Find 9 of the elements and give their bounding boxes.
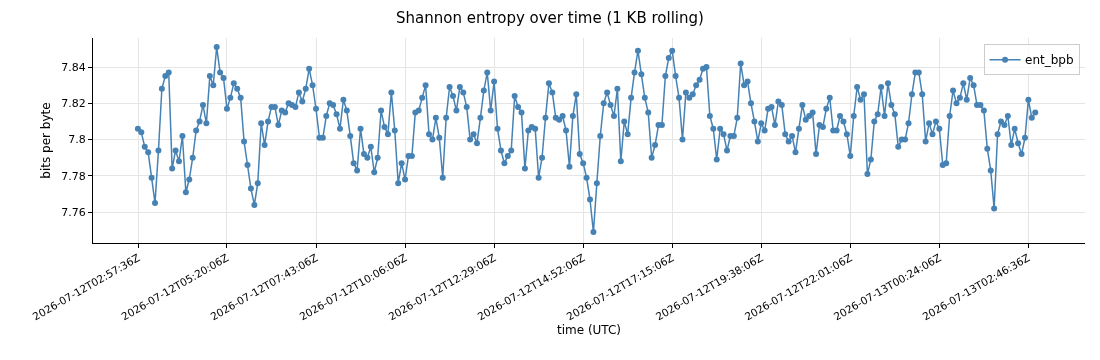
y-tick-label: 7.84 <box>61 60 86 74</box>
y-tick-label: 7.78 <box>61 169 86 183</box>
legend-label: ent_bpb <box>1025 53 1074 68</box>
y-axis-title: bits per byte <box>38 102 53 179</box>
chart-title: Shannon entropy over time (1 KB rolling) <box>396 9 704 28</box>
y-tick-label: 7.82 <box>61 97 86 111</box>
x-axis-title: time (UTC) <box>556 323 622 338</box>
y-tick-label: 7.8 <box>68 133 86 147</box>
y-tick-label: 7.76 <box>61 206 86 220</box>
